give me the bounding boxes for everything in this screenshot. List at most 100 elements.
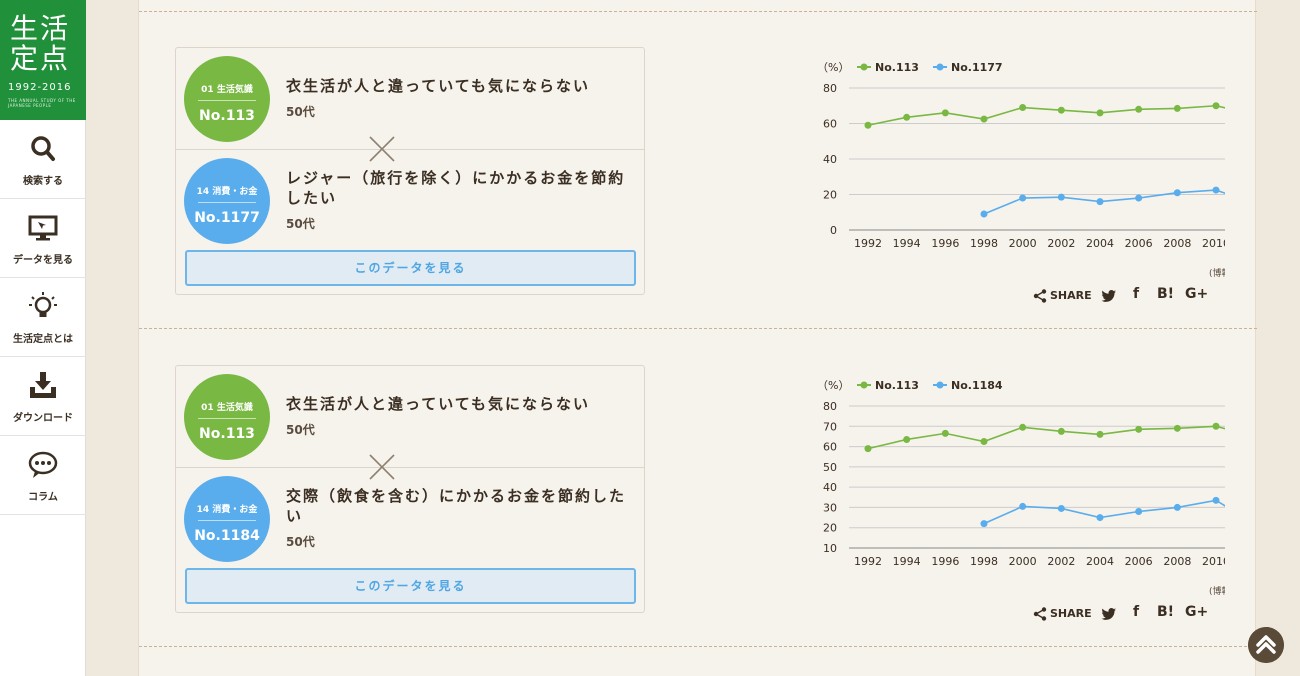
data-point[interactable]: [980, 115, 988, 123]
data-point[interactable]: [1135, 194, 1143, 202]
data-point[interactable]: [903, 435, 911, 443]
question-number: No.113: [199, 426, 255, 442]
series-line: [867, 104, 1225, 127]
logo[interactable]: 生活定点 1992-2016 THE ANNUAL STUDY OF THE J…: [0, 0, 86, 120]
data-point[interactable]: [1212, 102, 1220, 110]
question-badge[interactable]: 01 生活気識 No.113: [184, 56, 270, 142]
data-point[interactable]: [1096, 514, 1104, 522]
data-point[interactable]: [1019, 502, 1027, 510]
data-point[interactable]: [941, 429, 949, 437]
data-point[interactable]: [1173, 424, 1181, 432]
x-tick-label: 2000: [1009, 237, 1037, 250]
legend-item[interactable]: No.113: [857, 379, 919, 392]
view-data-button[interactable]: このデータを見る: [185, 250, 636, 286]
legend-item[interactable]: No.113: [857, 61, 919, 74]
data-point[interactable]: [1135, 507, 1143, 515]
legend-label: No.113: [875, 379, 919, 392]
x-tick-label: 2004: [1086, 237, 1114, 250]
twitter-icon[interactable]: [1101, 607, 1117, 621]
view-data-button[interactable]: このデータを見る: [185, 568, 636, 604]
data-point[interactable]: [1135, 105, 1143, 113]
share-icon[interactable]: [1033, 289, 1047, 303]
data-point[interactable]: [1019, 104, 1027, 112]
legend-item[interactable]: No.1184: [933, 379, 1003, 392]
sidebar-item-download[interactable]: ダウンロード: [0, 357, 86, 436]
divider: [139, 646, 1257, 647]
google-plus-icon[interactable]: G+: [1185, 604, 1209, 620]
hatena-bookmark-icon[interactable]: B!: [1157, 286, 1175, 302]
data-point[interactable]: [1057, 193, 1065, 201]
data-point[interactable]: [903, 113, 911, 121]
facebook-icon[interactable]: f: [1133, 286, 1140, 302]
divider: [139, 328, 1257, 329]
twitter-icon[interactable]: [1101, 289, 1117, 303]
question-text: 衣生活が人と違っていても気にならない: [286, 77, 591, 95]
series-line: [867, 425, 1225, 450]
data-point[interactable]: [941, 109, 949, 117]
data-point[interactable]: [1019, 194, 1027, 202]
data-point[interactable]: [1135, 425, 1143, 433]
data-point[interactable]: [864, 445, 872, 453]
data-point[interactable]: [1057, 106, 1065, 114]
sidebar-item-label: データを見る: [13, 255, 73, 266]
data-point[interactable]: [1096, 109, 1104, 117]
y-unit-label: （%）: [817, 379, 849, 392]
data-point[interactable]: [1173, 189, 1181, 197]
sidebar-item-about[interactable]: 生活定点とは: [0, 278, 86, 357]
sidebar-item-label: 生活定点とは: [13, 334, 73, 345]
data-point[interactable]: [1019, 423, 1027, 431]
share-label: SHARE: [1050, 607, 1092, 620]
data-point[interactable]: [864, 121, 872, 129]
sidebar-item-search[interactable]: 検索する: [0, 120, 86, 199]
data-point[interactable]: [980, 520, 988, 528]
sidebar-item-column[interactable]: コラム: [0, 436, 86, 515]
search-icon: [31, 136, 55, 161]
data-point[interactable]: [1096, 430, 1104, 438]
y-tick-label: 60: [823, 118, 837, 131]
x-tick-label: 1992: [854, 237, 882, 250]
y-tick-label: 40: [823, 153, 837, 166]
question-badge[interactable]: 01 生活気識 No.113: [184, 374, 270, 460]
facebook-icon[interactable]: f: [1133, 604, 1140, 620]
data-point[interactable]: [1096, 198, 1104, 206]
question-badge[interactable]: 14 消費・お金 No.1184: [184, 476, 270, 562]
data-point[interactable]: [1212, 496, 1220, 504]
legend-item[interactable]: No.1177: [933, 61, 1003, 74]
data-point[interactable]: [980, 438, 988, 445]
data-point[interactable]: [1173, 104, 1181, 112]
data-point[interactable]: [1057, 504, 1065, 512]
x-tick-label: 1998: [970, 555, 998, 568]
hatena-bookmark-icon[interactable]: B!: [1157, 604, 1175, 620]
y-tick-label: 80: [823, 82, 837, 95]
legend-label: No.1177: [951, 61, 1003, 74]
age-label: 50代: [286, 423, 315, 437]
legend-label: No.1184: [951, 379, 1003, 392]
question-category: 14 消費・お金: [196, 505, 258, 515]
share-icon[interactable]: [1033, 607, 1047, 621]
age-label: 50代: [286, 535, 315, 549]
google-plus-icon[interactable]: G+: [1185, 286, 1209, 302]
y-tick-label: 40: [823, 481, 837, 494]
question-badge[interactable]: 14 消費・お金 No.1177: [184, 158, 270, 244]
y-tick-label: 20: [823, 189, 837, 202]
trend-chart: （%） No.113 No.1177 0 20 40 60 80 1992 1994 1996 199…: [675, 50, 1225, 320]
data-point[interactable]: [1173, 503, 1181, 511]
logo-subtitle: THE ANNUAL STUDY OF THE JAPANESE PEOPLE: [8, 98, 76, 108]
data-point[interactable]: [1212, 422, 1220, 430]
question-text: レジャー（旅行を除く）にかかるお金を節約したい: [286, 169, 626, 207]
cross-icon: [369, 454, 395, 480]
data-point[interactable]: [1057, 427, 1065, 435]
sidebar-item-data[interactable]: データを見る: [0, 199, 86, 278]
question-number: No.113: [199, 108, 255, 124]
data-point[interactable]: [1212, 186, 1220, 194]
x-tick-label: 2008: [1163, 237, 1191, 250]
share-label: SHARE: [1050, 289, 1092, 302]
y-tick-label: 20: [823, 522, 837, 535]
comparison-card: 01 生活気識 No.113 衣生活が人と違っていても気にならない 50代 14…: [175, 365, 645, 613]
back-to-top-button[interactable]: [1248, 627, 1284, 663]
chevron-up-icon: [1256, 635, 1276, 647]
data-point[interactable]: [980, 210, 988, 218]
legend-label: No.113: [875, 61, 919, 74]
logo-title: 生活定点: [10, 12, 71, 75]
x-tick-label: 2006: [1125, 237, 1153, 250]
